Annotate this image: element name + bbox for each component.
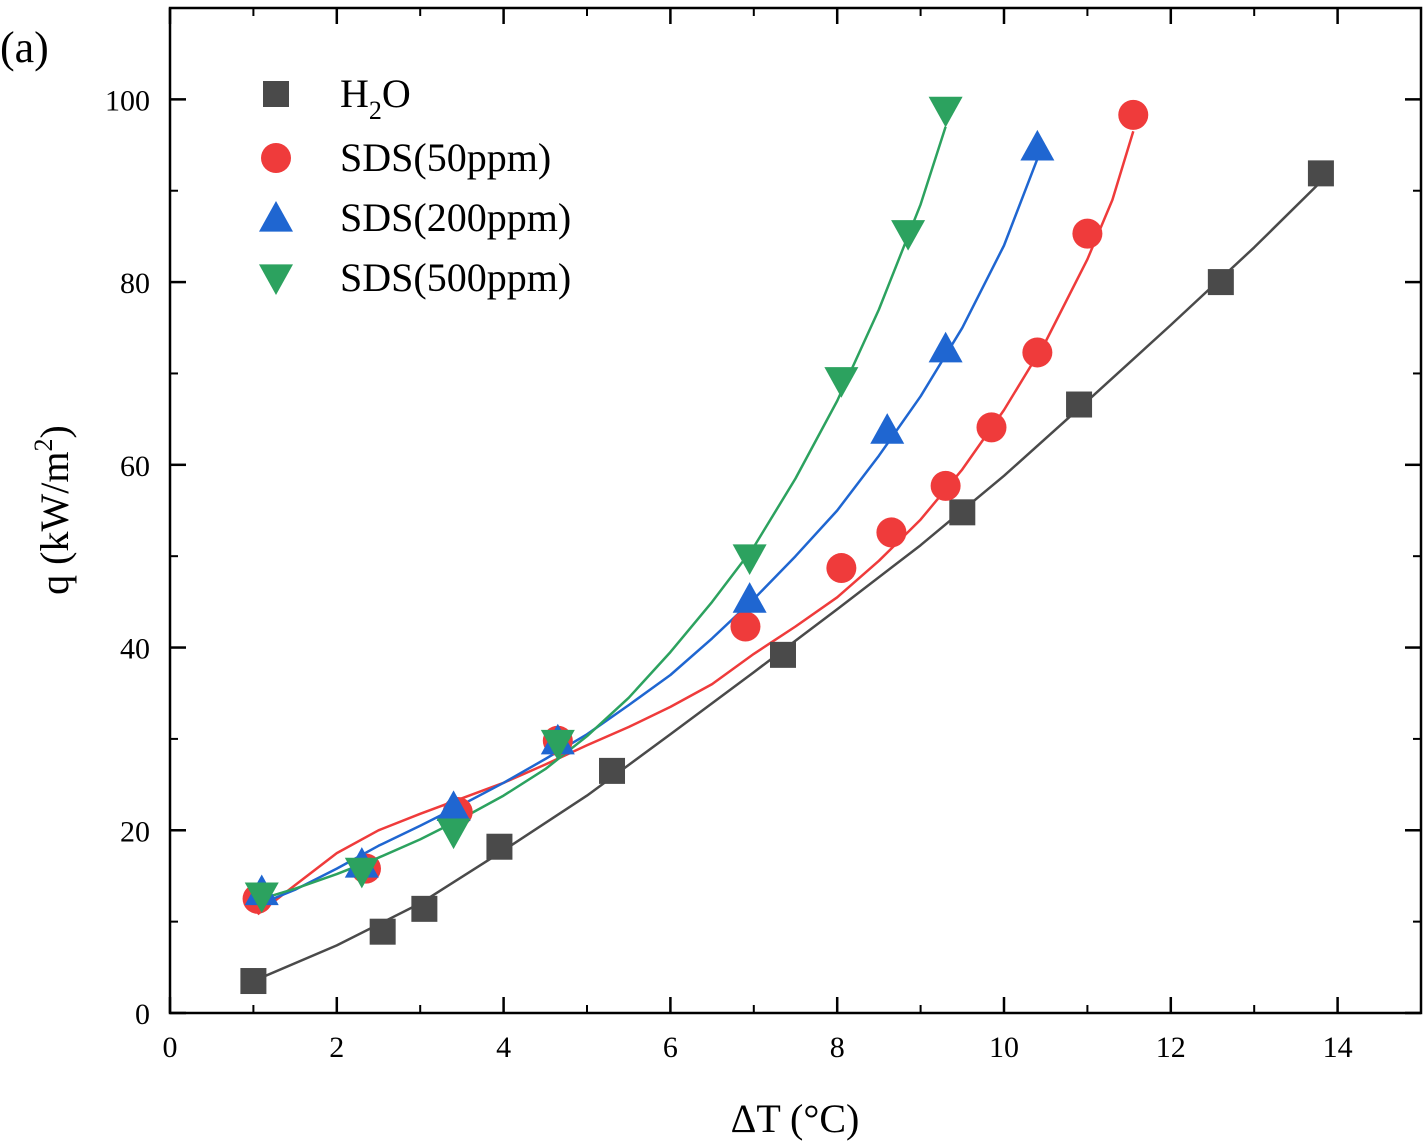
data-point	[730, 611, 761, 642]
legend-label: H2O	[340, 71, 411, 125]
data-point	[732, 582, 767, 613]
y-tick-label: 60	[120, 450, 150, 483]
data-point	[1118, 99, 1149, 130]
legend-marker	[259, 264, 293, 295]
fit-line-series-0	[252, 180, 1322, 983]
legend-label-base: H	[340, 71, 369, 116]
plot-frame	[168, 6, 1423, 1015]
x-axis-title: ΔT (°C)	[731, 1096, 860, 1141]
markers-series-2	[244, 129, 1055, 906]
x-tick-label: 10	[989, 1031, 1019, 1064]
data-point	[876, 517, 907, 548]
data-point	[240, 968, 267, 995]
x-tick-label: 14	[1323, 1031, 1353, 1064]
legend-label: SDS(500ppm)	[340, 255, 571, 300]
fit-line-series-2	[261, 158, 1039, 905]
legend-label: SDS(200ppm)	[340, 195, 571, 240]
x-tick-label: 12	[1156, 1031, 1186, 1064]
data-point	[891, 220, 926, 251]
legend-label: SDS(50ppm)	[340, 135, 551, 180]
data-point	[928, 331, 963, 363]
y-tick-label: 40	[120, 633, 150, 666]
data-point	[411, 895, 438, 922]
data-point	[244, 882, 279, 914]
legend-marker	[259, 201, 293, 232]
x-tick-label: 0	[163, 1031, 178, 1064]
y-tick-label: 20	[120, 815, 150, 848]
data-point	[1072, 218, 1103, 249]
y-tick-label: 0	[135, 998, 150, 1031]
y-axis-title: q (kW/m2)	[29, 425, 77, 595]
y-tick-label: 80	[120, 267, 150, 300]
data-point	[976, 412, 1007, 443]
data-point	[436, 790, 471, 822]
data-point	[1066, 391, 1093, 418]
data-point	[1020, 129, 1055, 161]
data-point	[870, 413, 905, 444]
markers-series-0	[240, 160, 1334, 995]
data-point	[599, 757, 626, 784]
legend: H2O SDS(50ppm) SDS(200ppm) SDS(500ppm)	[259, 71, 571, 300]
x-tick-label: 4	[496, 1031, 511, 1064]
legend-label-base: SDS(50ppm)	[340, 135, 551, 180]
data-point	[769, 641, 796, 668]
legend-label-sub: 2	[369, 96, 382, 125]
y-axis-title-base: q (kW/m	[32, 452, 77, 595]
legend-label-rest: O	[382, 71, 411, 116]
y-axis-title-sup: 2	[29, 439, 58, 452]
data-point	[1022, 337, 1053, 368]
data-point	[826, 553, 857, 584]
panel-label: (a)	[0, 23, 49, 72]
y-tick-label: 100	[105, 84, 150, 117]
x-tick-label: 8	[830, 1031, 845, 1064]
tick-labels: 0 2 4 6 8 10 12 14 0 20 40 60 80 100	[105, 84, 1353, 1064]
legend-marker	[263, 81, 289, 107]
data-point	[928, 96, 963, 128]
axis-ticks	[168, 8, 1421, 1015]
data-point	[436, 818, 471, 850]
data-point	[540, 729, 575, 761]
data-point	[1207, 269, 1234, 296]
data-point	[824, 367, 859, 398]
data-point	[1307, 160, 1334, 187]
data-markers	[240, 96, 1334, 995]
y-axis-title-close: )	[32, 425, 77, 438]
data-point	[732, 544, 767, 576]
data-point	[486, 833, 513, 860]
x-tick-label: 2	[329, 1031, 344, 1064]
x-tick-label: 6	[663, 1031, 678, 1064]
data-point	[949, 499, 976, 526]
data-point	[344, 857, 379, 889]
data-point	[930, 470, 961, 501]
fit-line-series-1	[256, 130, 1135, 916]
markers-series-3	[244, 96, 963, 914]
legend-marker	[261, 143, 291, 173]
legend-label-base: SDS(500ppm)	[340, 255, 571, 300]
data-point	[369, 918, 396, 945]
legend-label-base: SDS(200ppm)	[340, 195, 571, 240]
